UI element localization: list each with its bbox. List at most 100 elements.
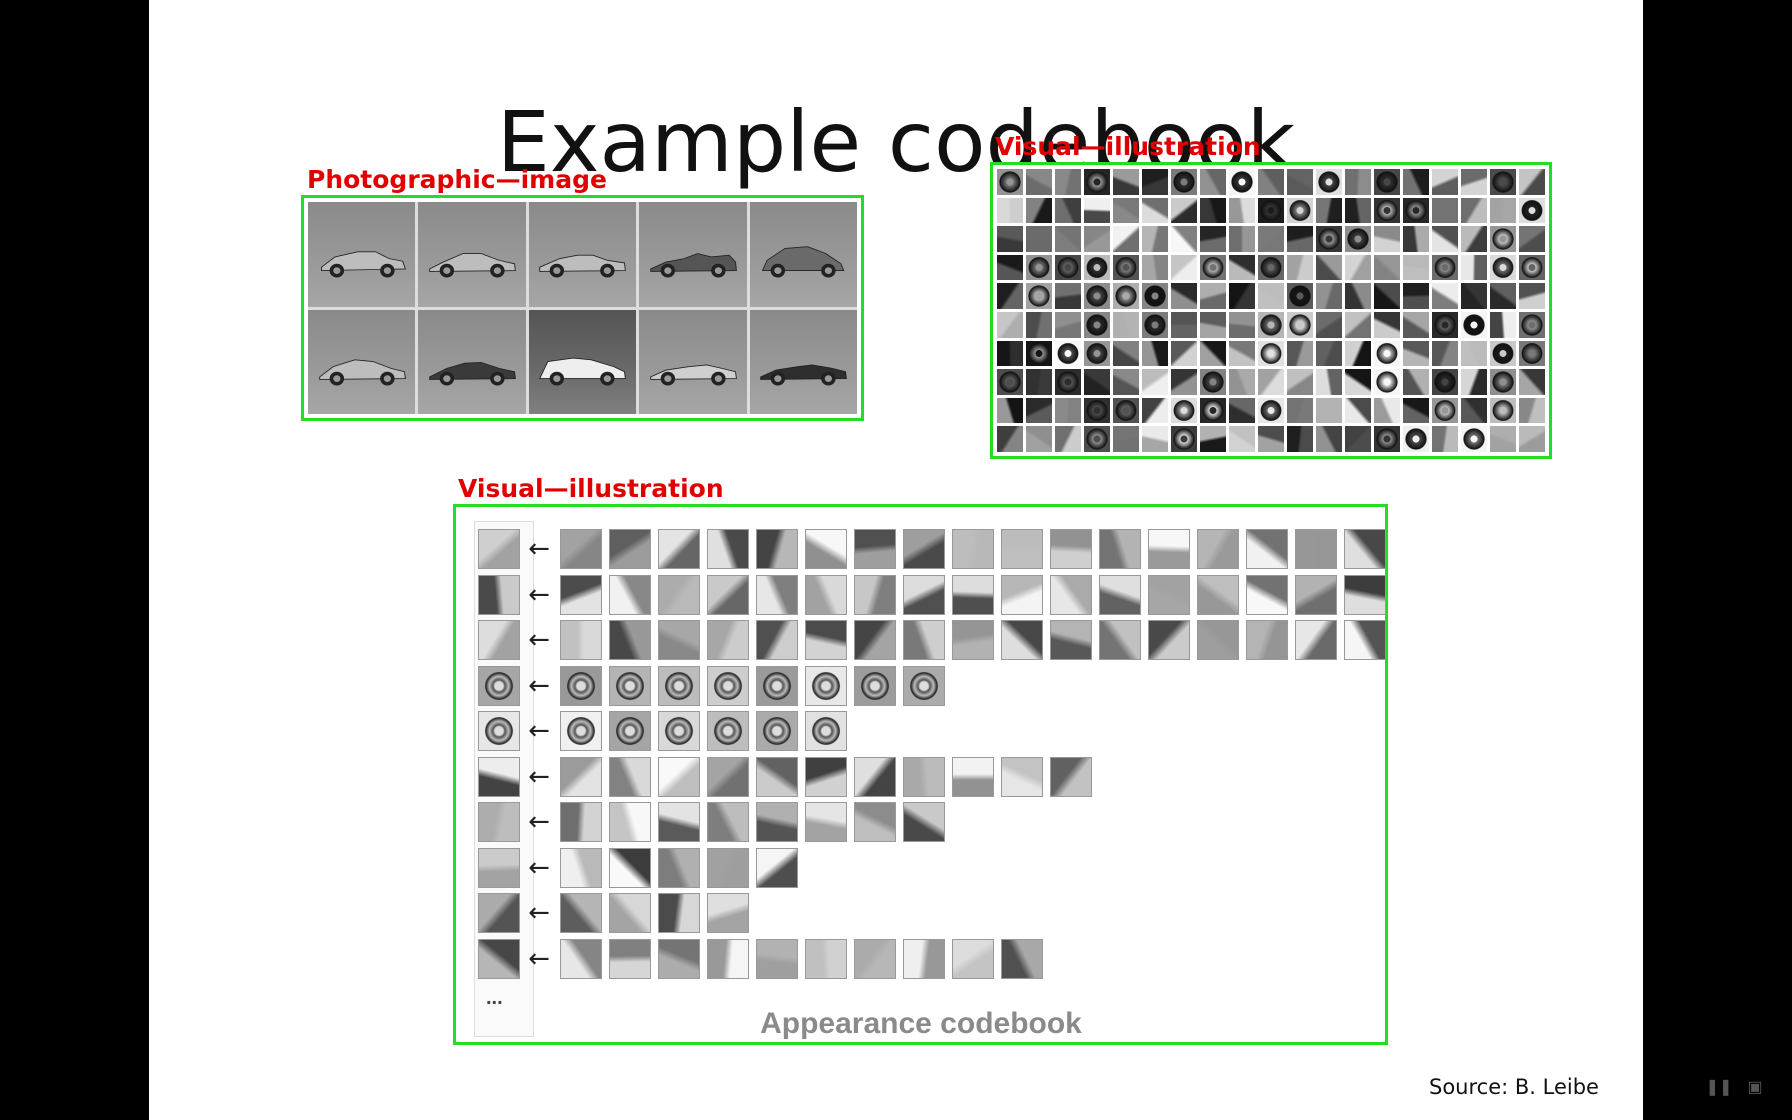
codebook-member-patch xyxy=(756,802,798,842)
pause-icon[interactable]: ❚❚ xyxy=(1705,1079,1733,1096)
codebook-member-patch xyxy=(805,529,847,569)
fullscreen-icon[interactable]: ▣ xyxy=(1747,1079,1763,1096)
codebook-member-patch xyxy=(805,620,847,660)
codebook-patch xyxy=(997,169,1023,195)
codebook-patch xyxy=(1142,169,1168,195)
codebook-member-patch xyxy=(805,938,847,979)
codebook-patch xyxy=(1490,369,1516,395)
codebook-member-patch xyxy=(1246,529,1288,569)
codebook-member-patch xyxy=(609,574,651,615)
codebook-patch xyxy=(1316,197,1342,224)
codebook-patch xyxy=(1287,312,1313,338)
codebook-member-patch xyxy=(903,665,945,706)
codebook-patch xyxy=(1113,197,1139,224)
codebook-patch xyxy=(1258,197,1284,224)
car-photo-tile xyxy=(418,202,526,307)
codebook-patch xyxy=(1316,226,1342,252)
codebook-patch xyxy=(1055,340,1081,367)
player-controls: ❚❚ ▣ xyxy=(1706,1076,1768,1098)
codebook-patch xyxy=(1200,283,1226,309)
codebook-patch xyxy=(1084,197,1110,224)
codebook-cluster-center xyxy=(478,574,520,615)
codebook-member-patch xyxy=(1197,529,1239,569)
car-photo-tile xyxy=(308,202,416,307)
codebook-patch xyxy=(1171,169,1197,195)
codebook-member-patch xyxy=(1001,756,1043,797)
codebook-patch xyxy=(997,254,1023,281)
codebook-patch xyxy=(1519,397,1545,424)
visual-annotation-box-bottom: ... Appearance codebook ← ← ← ← ← ← ← ← ← ← xyxy=(453,504,1388,1045)
codebook-member-patch xyxy=(903,802,945,842)
codebook-member-patch xyxy=(658,665,700,706)
arrow-left-icon: ← xyxy=(528,943,550,974)
car-photo-grid xyxy=(308,202,857,414)
codebook-patch xyxy=(1490,312,1516,338)
codebook-patch xyxy=(1229,340,1255,367)
codebook-member-patch xyxy=(805,665,847,706)
codebook-patch xyxy=(1461,397,1487,424)
codebook-patch xyxy=(1171,226,1197,252)
codebook-patch xyxy=(1055,312,1081,338)
codebook-patch xyxy=(1026,197,1052,224)
codebook-patch xyxy=(1055,369,1081,395)
codebook-member-patch xyxy=(707,529,749,569)
codebook-member-patch xyxy=(854,665,896,706)
codebook-member-patch xyxy=(707,802,749,842)
codebook-patch xyxy=(997,197,1023,224)
codebook-member-patch xyxy=(1050,620,1092,660)
codebook-patch xyxy=(1432,254,1458,281)
codebook-member-patch xyxy=(952,529,994,569)
codebook-cluster-center xyxy=(478,802,520,842)
codebook-patch xyxy=(1200,340,1226,367)
patch-grid xyxy=(997,169,1545,452)
codebook-patch xyxy=(1113,369,1139,395)
codebook-patch xyxy=(1461,254,1487,281)
codebook-patch xyxy=(1113,226,1139,252)
codebook-patch xyxy=(1287,169,1313,195)
codebook-patch xyxy=(1258,169,1284,195)
codebook-member-patch xyxy=(1344,574,1386,615)
codebook-patch xyxy=(1403,169,1429,195)
codebook-patch xyxy=(1403,340,1429,367)
codebook-patch xyxy=(1490,226,1516,252)
codebook-patch xyxy=(1026,169,1052,195)
codebook-member-patch xyxy=(609,665,651,706)
codebook-patch xyxy=(1026,312,1052,338)
car-photo-tile xyxy=(528,309,637,414)
codebook-member-patch xyxy=(903,620,945,660)
codebook-member-patch xyxy=(1099,529,1141,569)
codebook-member-patch xyxy=(707,847,749,888)
car-icon xyxy=(539,357,627,386)
codebook-patch xyxy=(1519,283,1545,309)
codebook-patch xyxy=(1200,169,1226,195)
codebook-patch xyxy=(1461,369,1487,395)
visual-annotation-label-top: Visual—illustration xyxy=(995,132,1261,161)
source-credit: Source: B. Leibe xyxy=(1429,1075,1599,1099)
codebook-patch xyxy=(1200,197,1226,224)
codebook-patch xyxy=(1432,197,1458,224)
codebook-patch xyxy=(1461,283,1487,309)
codebook-patch xyxy=(997,283,1023,309)
codebook-member-patch xyxy=(658,893,700,933)
car-icon xyxy=(539,255,627,278)
codebook-patch xyxy=(1084,426,1110,452)
codebook-patch xyxy=(1258,369,1284,395)
codebook-member-patch xyxy=(756,665,798,706)
codebook-patch xyxy=(1171,197,1197,224)
codebook-member-patch xyxy=(560,802,602,842)
codebook-patch xyxy=(1113,312,1139,338)
visual-annotation-label-bottom: Visual—illustration xyxy=(458,474,724,503)
codebook-patch xyxy=(1142,426,1168,452)
codebook-patch xyxy=(1229,169,1255,195)
codebook-member-patch xyxy=(854,802,896,842)
codebook-member-patch xyxy=(560,756,602,797)
codebook-patch xyxy=(1258,340,1284,367)
codebook-member-patch xyxy=(658,711,700,751)
codebook-patch xyxy=(1316,169,1342,195)
codebook-patch xyxy=(1229,426,1255,452)
codebook-patch xyxy=(1519,312,1545,338)
car-icon xyxy=(760,364,848,386)
codebook-patch xyxy=(1084,283,1110,309)
appearance-codebook: ... Appearance codebook ← ← ← ← ← ← ← ← ← ← xyxy=(456,507,1386,1042)
codebook-patch xyxy=(997,226,1023,252)
